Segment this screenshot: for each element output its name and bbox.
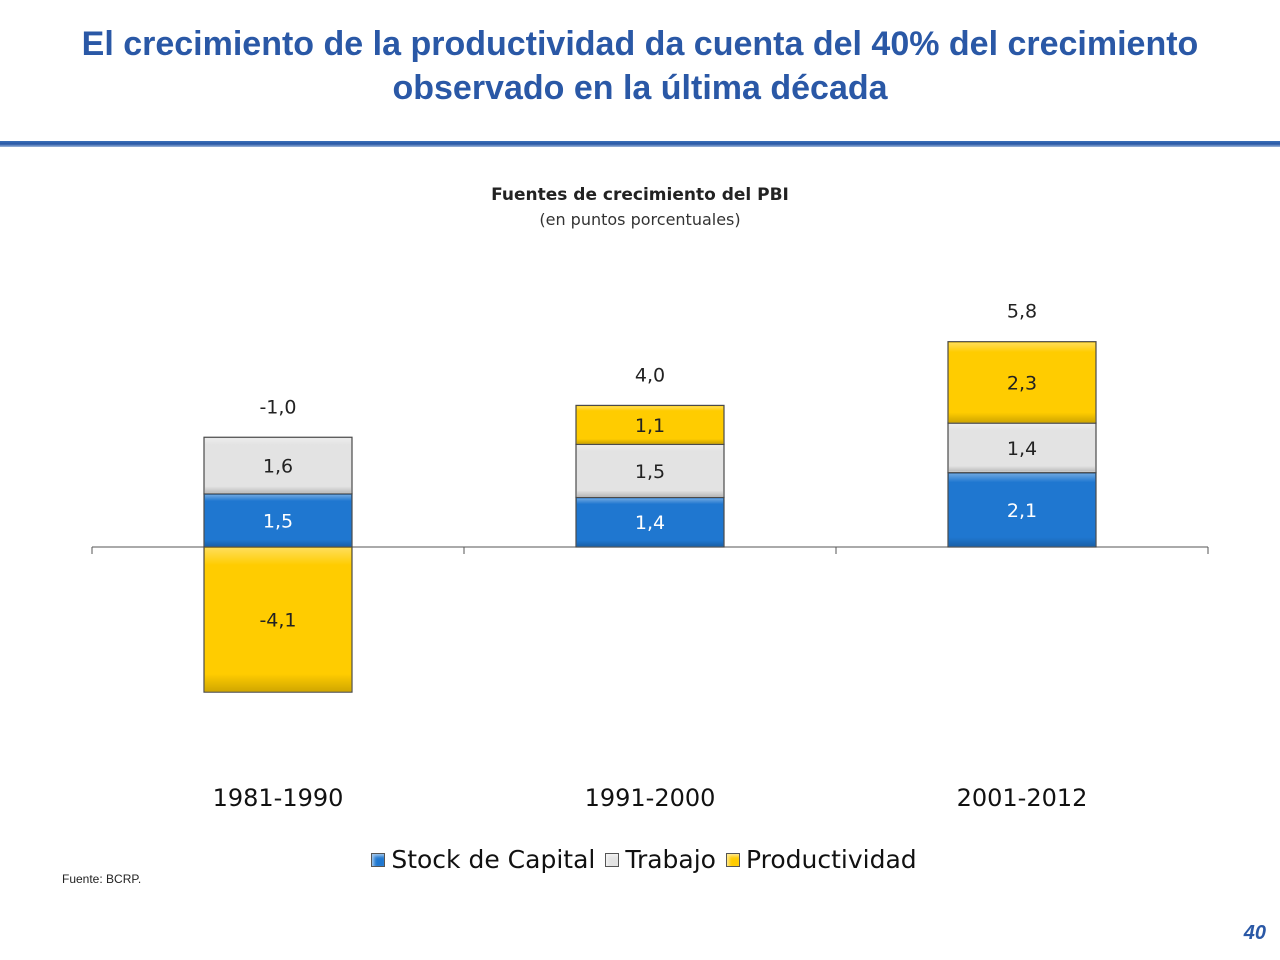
data-label-trabajo-2: 1,4 [1007, 438, 1037, 460]
chart-title: Fuentes de crecimiento del PBI [491, 185, 789, 205]
data-label-trabajo-0: 1,6 [263, 456, 293, 478]
total-label-0: -1,0 [259, 396, 296, 418]
data-label-productividad-1: 1,1 [635, 415, 665, 437]
bar-shade-trabajo-0 [205, 438, 351, 493]
legend-item-capital: Stock de Capital [371, 845, 595, 874]
bar-shade-capital-0 [205, 494, 351, 546]
data-label-productividad-0: -4,1 [259, 610, 296, 632]
title-divider [0, 141, 1280, 147]
data-label-capital-2: 2,1 [1007, 500, 1037, 522]
bar-shade-productividad-2 [949, 342, 1095, 423]
legend-item-productividad: Productividad [725, 845, 917, 874]
bar-shade-productividad-0 [205, 548, 351, 692]
legend-swatch-trabajo [605, 852, 620, 867]
data-label-capital-0: 1,5 [263, 510, 293, 532]
category-label-0: 1981-1990 [213, 784, 344, 812]
legend-label-trabajo: Trabajo [625, 845, 716, 874]
data-label-productividad-2: 2,3 [1007, 372, 1037, 394]
bar-shade-productividad-1 [577, 406, 723, 444]
total-label-2: 5,8 [1007, 301, 1037, 323]
legend-label-capital: Stock de Capital [391, 845, 596, 874]
category-label-2: 2001-2012 [957, 784, 1088, 812]
data-label-trabajo-1: 1,5 [635, 461, 665, 483]
source-note: Fuente: BCRP. [62, 872, 142, 886]
legend-item-trabajo: Trabajo [605, 845, 716, 874]
category-label-1: 1991-2000 [585, 784, 716, 812]
legend-swatch-productividad [725, 852, 740, 867]
chart-subtitle: (en puntos porcentuales) [539, 210, 741, 229]
bar-shade-trabajo-1 [577, 445, 723, 497]
total-label-1: 4,0 [635, 364, 665, 386]
chart-legend: Stock de Capital Trabajo Productividad [0, 845, 1280, 874]
bar-shade-capital-1 [577, 498, 723, 546]
bar-shade-trabajo-2 [949, 424, 1095, 472]
page-number: 40 [1243, 922, 1266, 944]
legend-swatch-capital [371, 852, 386, 867]
bar-shade-capital-2 [949, 473, 1095, 546]
legend-label-productividad: Productividad [745, 845, 917, 874]
slide-title: El crecimiento de la productividad da cu… [81, 25, 1199, 107]
data-label-capital-1: 1,4 [635, 512, 665, 534]
